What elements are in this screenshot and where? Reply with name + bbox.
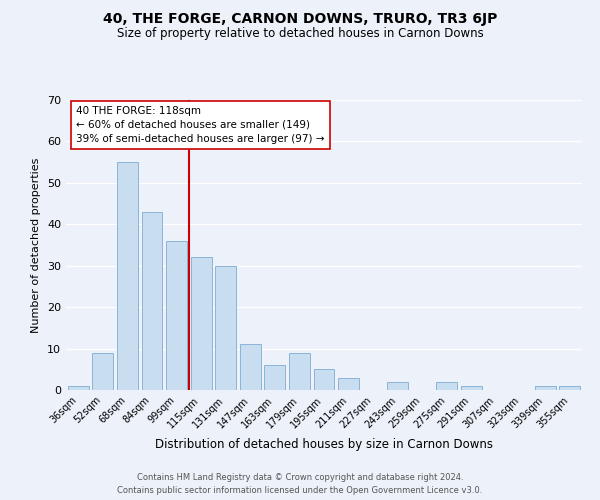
Bar bbox=[166, 241, 187, 390]
Y-axis label: Number of detached properties: Number of detached properties bbox=[31, 158, 41, 332]
Bar bbox=[535, 386, 556, 390]
Bar bbox=[191, 258, 212, 390]
Bar bbox=[215, 266, 236, 390]
Bar bbox=[289, 352, 310, 390]
Bar bbox=[461, 386, 482, 390]
Bar bbox=[117, 162, 138, 390]
Text: 40 THE FORGE: 118sqm
← 60% of detached houses are smaller (149)
39% of semi-deta: 40 THE FORGE: 118sqm ← 60% of detached h… bbox=[76, 106, 325, 144]
Text: Size of property relative to detached houses in Carnon Downs: Size of property relative to detached ho… bbox=[116, 28, 484, 40]
X-axis label: Distribution of detached houses by size in Carnon Downs: Distribution of detached houses by size … bbox=[155, 438, 493, 451]
Bar bbox=[142, 212, 163, 390]
Bar bbox=[559, 386, 580, 390]
Bar bbox=[314, 370, 334, 390]
Bar bbox=[436, 382, 457, 390]
Text: Contains HM Land Registry data © Crown copyright and database right 2024.
Contai: Contains HM Land Registry data © Crown c… bbox=[118, 473, 482, 495]
Bar bbox=[387, 382, 408, 390]
Bar bbox=[338, 378, 359, 390]
Bar bbox=[240, 344, 261, 390]
Bar bbox=[92, 352, 113, 390]
Bar bbox=[265, 365, 286, 390]
Bar bbox=[68, 386, 89, 390]
Text: 40, THE FORGE, CARNON DOWNS, TRURO, TR3 6JP: 40, THE FORGE, CARNON DOWNS, TRURO, TR3 … bbox=[103, 12, 497, 26]
